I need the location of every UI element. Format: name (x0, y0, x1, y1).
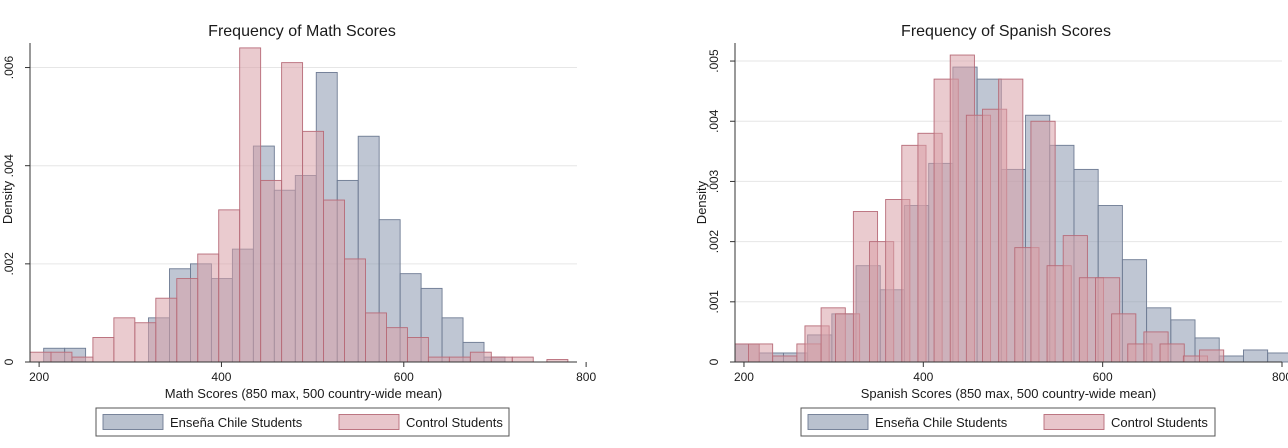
legend-swatch (1043, 414, 1105, 430)
histogram-bar (323, 199, 345, 363)
histogram-bar (772, 355, 798, 363)
histogram-bar (490, 356, 513, 363)
histogram-bar (1267, 352, 1288, 363)
x-tick-label: 600 (1093, 370, 1113, 384)
x-axis-label: Math Scores (850 max, 500 country-wide m… (165, 386, 442, 401)
chart-title: Frequency of Spanish Scores (901, 23, 1111, 40)
legend: Enseña Chile Students Control Students (95, 407, 510, 437)
histogram-bar (71, 356, 94, 363)
histogram-bar (1199, 349, 1225, 363)
x-tick-label: 600 (394, 370, 414, 384)
y-tick-label: .004 (2, 154, 16, 178)
y-tick-label: .003 (707, 169, 721, 193)
histogram-bar (113, 317, 136, 363)
histogram-bar (427, 356, 450, 363)
histogram-bar (29, 351, 52, 363)
x-axis-label: Spanish Scores (850 max, 500 country-wid… (861, 386, 1157, 401)
histogram-bar (197, 253, 220, 363)
series-control (29, 47, 569, 363)
y-tick-label: .002 (2, 252, 16, 276)
series-control (734, 54, 1225, 363)
x-tick-label: 400 (211, 370, 231, 384)
histogram-bar (176, 278, 199, 363)
y-tick-label: .001 (707, 290, 721, 314)
x-tick-label: 200 (29, 370, 49, 384)
histogram-bar (260, 179, 283, 363)
x-tick-label: 200 (734, 370, 754, 384)
legend: Enseña Chile Students Control Students (800, 407, 1216, 437)
chart-title: Frequency of Math Scores (208, 23, 396, 40)
legend-box (95, 407, 510, 437)
x-tick-label: 800 (576, 370, 596, 384)
legend-label: Enseña Chile Students (170, 415, 303, 430)
legend-swatch (807, 414, 869, 430)
histogram-bar (511, 356, 534, 363)
histogram-bar (302, 130, 325, 363)
y-axis-label: Density (0, 180, 15, 224)
legend-label: Enseña Chile Students (875, 415, 1008, 430)
histogram-bar (365, 312, 387, 363)
y-tick-label: 0 (707, 358, 721, 365)
y-tick-label: 0 (2, 358, 16, 365)
histogram-bar (441, 317, 464, 363)
legend-swatch (338, 414, 400, 430)
histogram-bar (344, 258, 366, 363)
histogram-bar (239, 47, 262, 363)
histogram-bar (218, 209, 241, 363)
histogram-bar (748, 343, 774, 363)
histogram-bar (406, 337, 429, 363)
chart-math: 200 400 600 800 0 .002 .004 .006 Frequency of Ma… (0, 23, 596, 437)
histogram-bar (448, 356, 471, 363)
histogram-bar (386, 327, 408, 363)
x-tick-label: 400 (913, 370, 933, 384)
histogram-bar (1159, 343, 1185, 363)
y-axis-label: Density (694, 180, 709, 224)
chart-spanish: 200 400 600 800 0 .001 .002 .003 .004 .005 Frequen… (694, 23, 1288, 437)
histogram-bar (155, 297, 178, 363)
legend-box (800, 407, 1216, 437)
y-tick-label: .005 (707, 49, 721, 73)
histogram-bar (92, 337, 115, 363)
legend-swatch (102, 414, 164, 430)
x-tick-label: 800 (1272, 370, 1288, 384)
y-tick-label: .004 (707, 109, 721, 133)
histogram-bar (1242, 349, 1269, 363)
legend-label: Control Students (1111, 415, 1208, 430)
histogram-bar (134, 322, 157, 363)
histogram-bar (469, 351, 492, 363)
legend-label: Control Students (406, 415, 503, 430)
y-tick-label: .002 (707, 230, 721, 254)
histogram-bar (50, 351, 73, 363)
y-tick-label: .006 (2, 56, 16, 80)
histogram-bar (281, 62, 304, 363)
